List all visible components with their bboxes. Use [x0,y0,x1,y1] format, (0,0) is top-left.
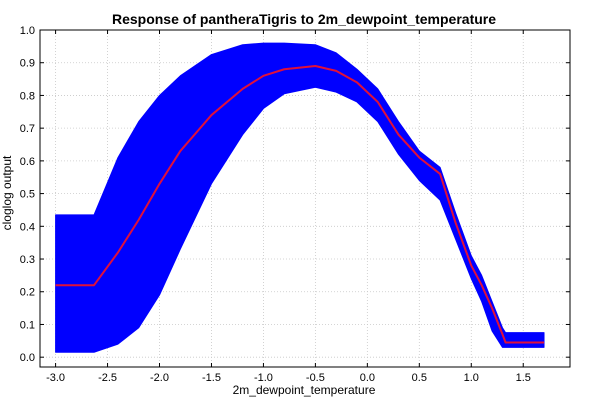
x-tick-label: -3.0 [46,372,65,384]
y-axis-label: cloglog output [0,155,14,230]
chart-title: Response of pantheraTigris to 2m_dewpoin… [112,11,496,27]
y-tick-label: 0.3 [20,254,35,266]
plot-frame [39,29,571,368]
x-tick-label: 1.0 [464,372,479,384]
x-tick-label: -1.5 [202,372,221,384]
confidence-band-layer [55,42,545,353]
y-tick-label: 0.0 [20,352,35,364]
y-tick-label: 0.7 [20,123,35,135]
x-axis-label: 2m_dewpoint_temperature [233,383,376,397]
y-tick-label: 0.5 [20,189,35,201]
y-tick-label: 0.8 [20,90,35,102]
x-tick-label: -1.0 [254,372,273,384]
x-tick-label: 0.0 [360,372,375,384]
x-tick-label: 0.5 [412,372,427,384]
x-tick-label: 1.5 [516,372,531,384]
x-tick-label: -2.5 [98,372,117,384]
y-tick-label: 0.4 [20,221,35,233]
mean-line-layer [55,64,545,344]
y-tick-label: 0.6 [20,156,35,168]
y-tick-label: 0.9 [20,58,35,70]
y-tick-label: 1.0 [20,25,35,37]
ticks-layer: -3.0 -2.5 -2.0 -1.5 -1.0 -0.5 0.0 0.5 1.0 1.5 0.0 0… [20,25,570,384]
x-tick-label: -0.5 [306,372,325,384]
y-tick-label: 0.2 [20,287,35,299]
confidence-band [55,42,545,353]
y-tick-label: 0.1 [20,319,35,331]
x-tick-label: -2.0 [150,372,169,384]
mean-response-line [55,64,545,344]
